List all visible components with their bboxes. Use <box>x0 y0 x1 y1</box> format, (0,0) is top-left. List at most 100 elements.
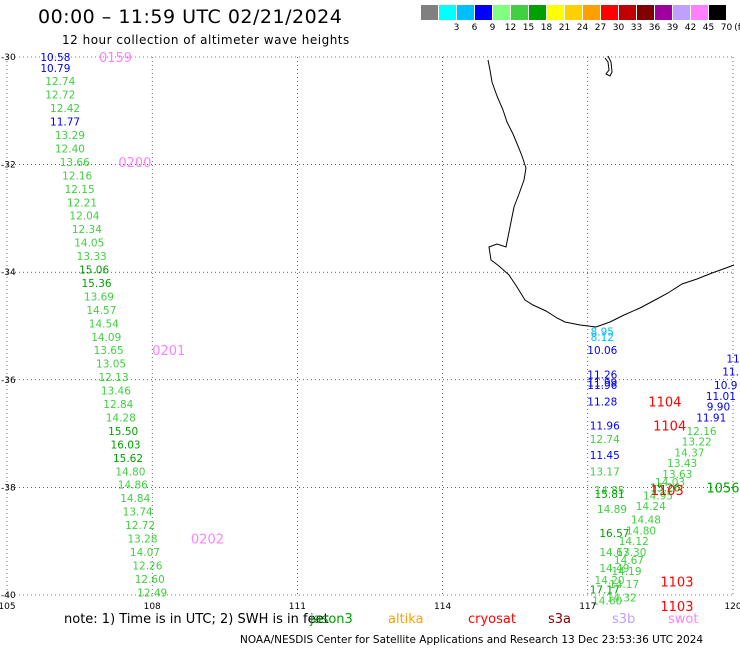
wave-height-value: 13.63 <box>662 469 692 481</box>
wave-height-value: 9.90 <box>707 402 730 414</box>
legend-swatch <box>529 5 546 20</box>
legend-label: 39 <box>666 23 679 33</box>
wave-height-value: 16.03 <box>111 439 141 451</box>
wave-height-value: 11. <box>722 367 739 379</box>
wave-height-value: 12.72 <box>125 520 155 532</box>
wave-height-value: 12.26 <box>132 560 162 572</box>
lat-label: -38 <box>1 483 16 493</box>
wave-height-value: 15.62 <box>113 453 143 465</box>
wave-height-value: 10.58 <box>40 52 70 64</box>
wave-height-value: 11.96 <box>587 380 617 392</box>
wave-height-value: 10.79 <box>40 63 70 75</box>
pass-time-label: 0200 <box>118 156 151 171</box>
wave-height-value: 13.74 <box>123 507 153 519</box>
wave-height-value: 12.21 <box>67 197 97 209</box>
wave-height-value: 11.99 <box>587 377 617 389</box>
wave-height-value: 11 <box>726 353 739 365</box>
legend-swatch <box>565 5 582 20</box>
wave-height-value: 13.65 <box>94 345 124 357</box>
satellite-cryosat: cryosat <box>468 612 516 627</box>
legend-swatch <box>511 5 528 20</box>
pass-time-label: 0159 <box>99 51 132 66</box>
legend-swatch <box>475 5 492 20</box>
wave-height-value: 11.77 <box>50 117 80 129</box>
lon-label: 114 <box>434 602 451 612</box>
note-text: note: 1) Time is in UTC; 2) SWH is in fe… <box>64 612 329 627</box>
pass-time-label: 1103 <box>660 600 693 615</box>
satellite-swot: swot <box>668 612 699 627</box>
wave-height-value: 11.28 <box>587 396 617 408</box>
wave-height-value: 13.43 <box>667 458 697 470</box>
legend-label: 33 <box>630 23 643 33</box>
wave-height-value: 15.06 <box>79 265 109 277</box>
legend-swatch <box>619 5 636 20</box>
wave-height-value: 14.95 <box>643 490 673 502</box>
lat-label: -32 <box>1 161 16 171</box>
wave-height-value: 14.89 <box>597 504 627 516</box>
wave-height-value: 12.49 <box>137 587 167 599</box>
legend-label: 6 <box>471 23 478 33</box>
legend-swatch <box>691 5 708 20</box>
legend-label: 9 <box>489 23 496 33</box>
wave-height-value: 11.45 <box>590 450 620 462</box>
legend-label: 70 <box>720 23 733 33</box>
graticule <box>6 56 734 596</box>
legend-swatch <box>439 5 456 20</box>
wave-height-value: 12.15 <box>65 184 95 196</box>
wave-height-value: 10.06 <box>587 345 617 357</box>
legend-swatch <box>637 5 654 20</box>
wave-height-value: 13.69 <box>84 291 114 303</box>
wave-height-value: 15.50 <box>108 426 138 438</box>
time-labels: 0159 0200 0201 0202 1104 1104 1103 1056 1103 1103 <box>99 51 740 615</box>
satellite-jason3: jason3 <box>310 612 353 627</box>
legend-swatch <box>421 5 438 20</box>
wave-height-value: 13.29 <box>55 130 85 142</box>
pass-time-label: 0202 <box>191 533 224 548</box>
lon-label: 111 <box>289 602 306 612</box>
wave-height-value: 17.17 <box>590 585 620 597</box>
wave-height-value: 15.26 <box>650 482 680 494</box>
legend-swatch <box>493 5 510 20</box>
wave-height-value: 12.04 <box>69 211 99 223</box>
wave-height-value: 15.81 <box>595 489 625 501</box>
legend-unit: (ft) <box>734 23 740 33</box>
satellite-s3b: s3b <box>612 612 636 627</box>
wave-height-value: 8.95 <box>591 326 614 338</box>
wave-height-value: 13.22 <box>682 437 712 449</box>
legend-swatch <box>673 5 690 20</box>
australia-coastline <box>487 55 735 328</box>
pass-time-label: 1056 <box>706 481 739 496</box>
wave-height-value: 13.30 <box>616 547 646 559</box>
lon-label: 105 <box>0 602 16 612</box>
footer-credit: NOAA/NESDIS Center for Satellite Applica… <box>240 634 704 646</box>
wave-height-value: 12.16 <box>687 426 717 438</box>
legend-swatch <box>457 5 474 20</box>
wave-height-value: 13.33 <box>77 251 107 263</box>
wave-height-value: 11.01 <box>706 391 736 403</box>
wave-height-value: 14.80 <box>626 525 656 537</box>
lon-label: 117 <box>579 602 596 612</box>
legend-label: 18 <box>540 23 553 33</box>
legend-label: 42 <box>684 23 697 33</box>
wave-height-value: 14.85 <box>595 485 625 497</box>
wave-height-value: 14.48 <box>631 515 661 527</box>
pass-time-label: 1104 <box>653 420 686 435</box>
legend-label: 36 <box>648 23 661 33</box>
wave-height-value: 14.67 <box>599 547 629 559</box>
wave-height-value: 12.74 <box>590 434 620 446</box>
legend-swatch <box>601 5 618 20</box>
lat-label: -30 <box>1 53 16 63</box>
lat-label: -34 <box>1 268 16 278</box>
legend-swatch <box>583 5 600 20</box>
legend-label: 30 <box>612 23 625 33</box>
legend-label: 3 <box>453 23 460 33</box>
wave-height-value: 14.17 <box>609 579 639 591</box>
wave-height-value: 12.42 <box>50 103 80 115</box>
wave-height-value: 14.49 <box>599 563 629 575</box>
wave-height-value: 14.09 <box>91 332 121 344</box>
lat-label: -36 <box>1 376 16 386</box>
legend-label: 24 <box>576 23 589 33</box>
wave-height-value: 12.13 <box>98 372 128 384</box>
